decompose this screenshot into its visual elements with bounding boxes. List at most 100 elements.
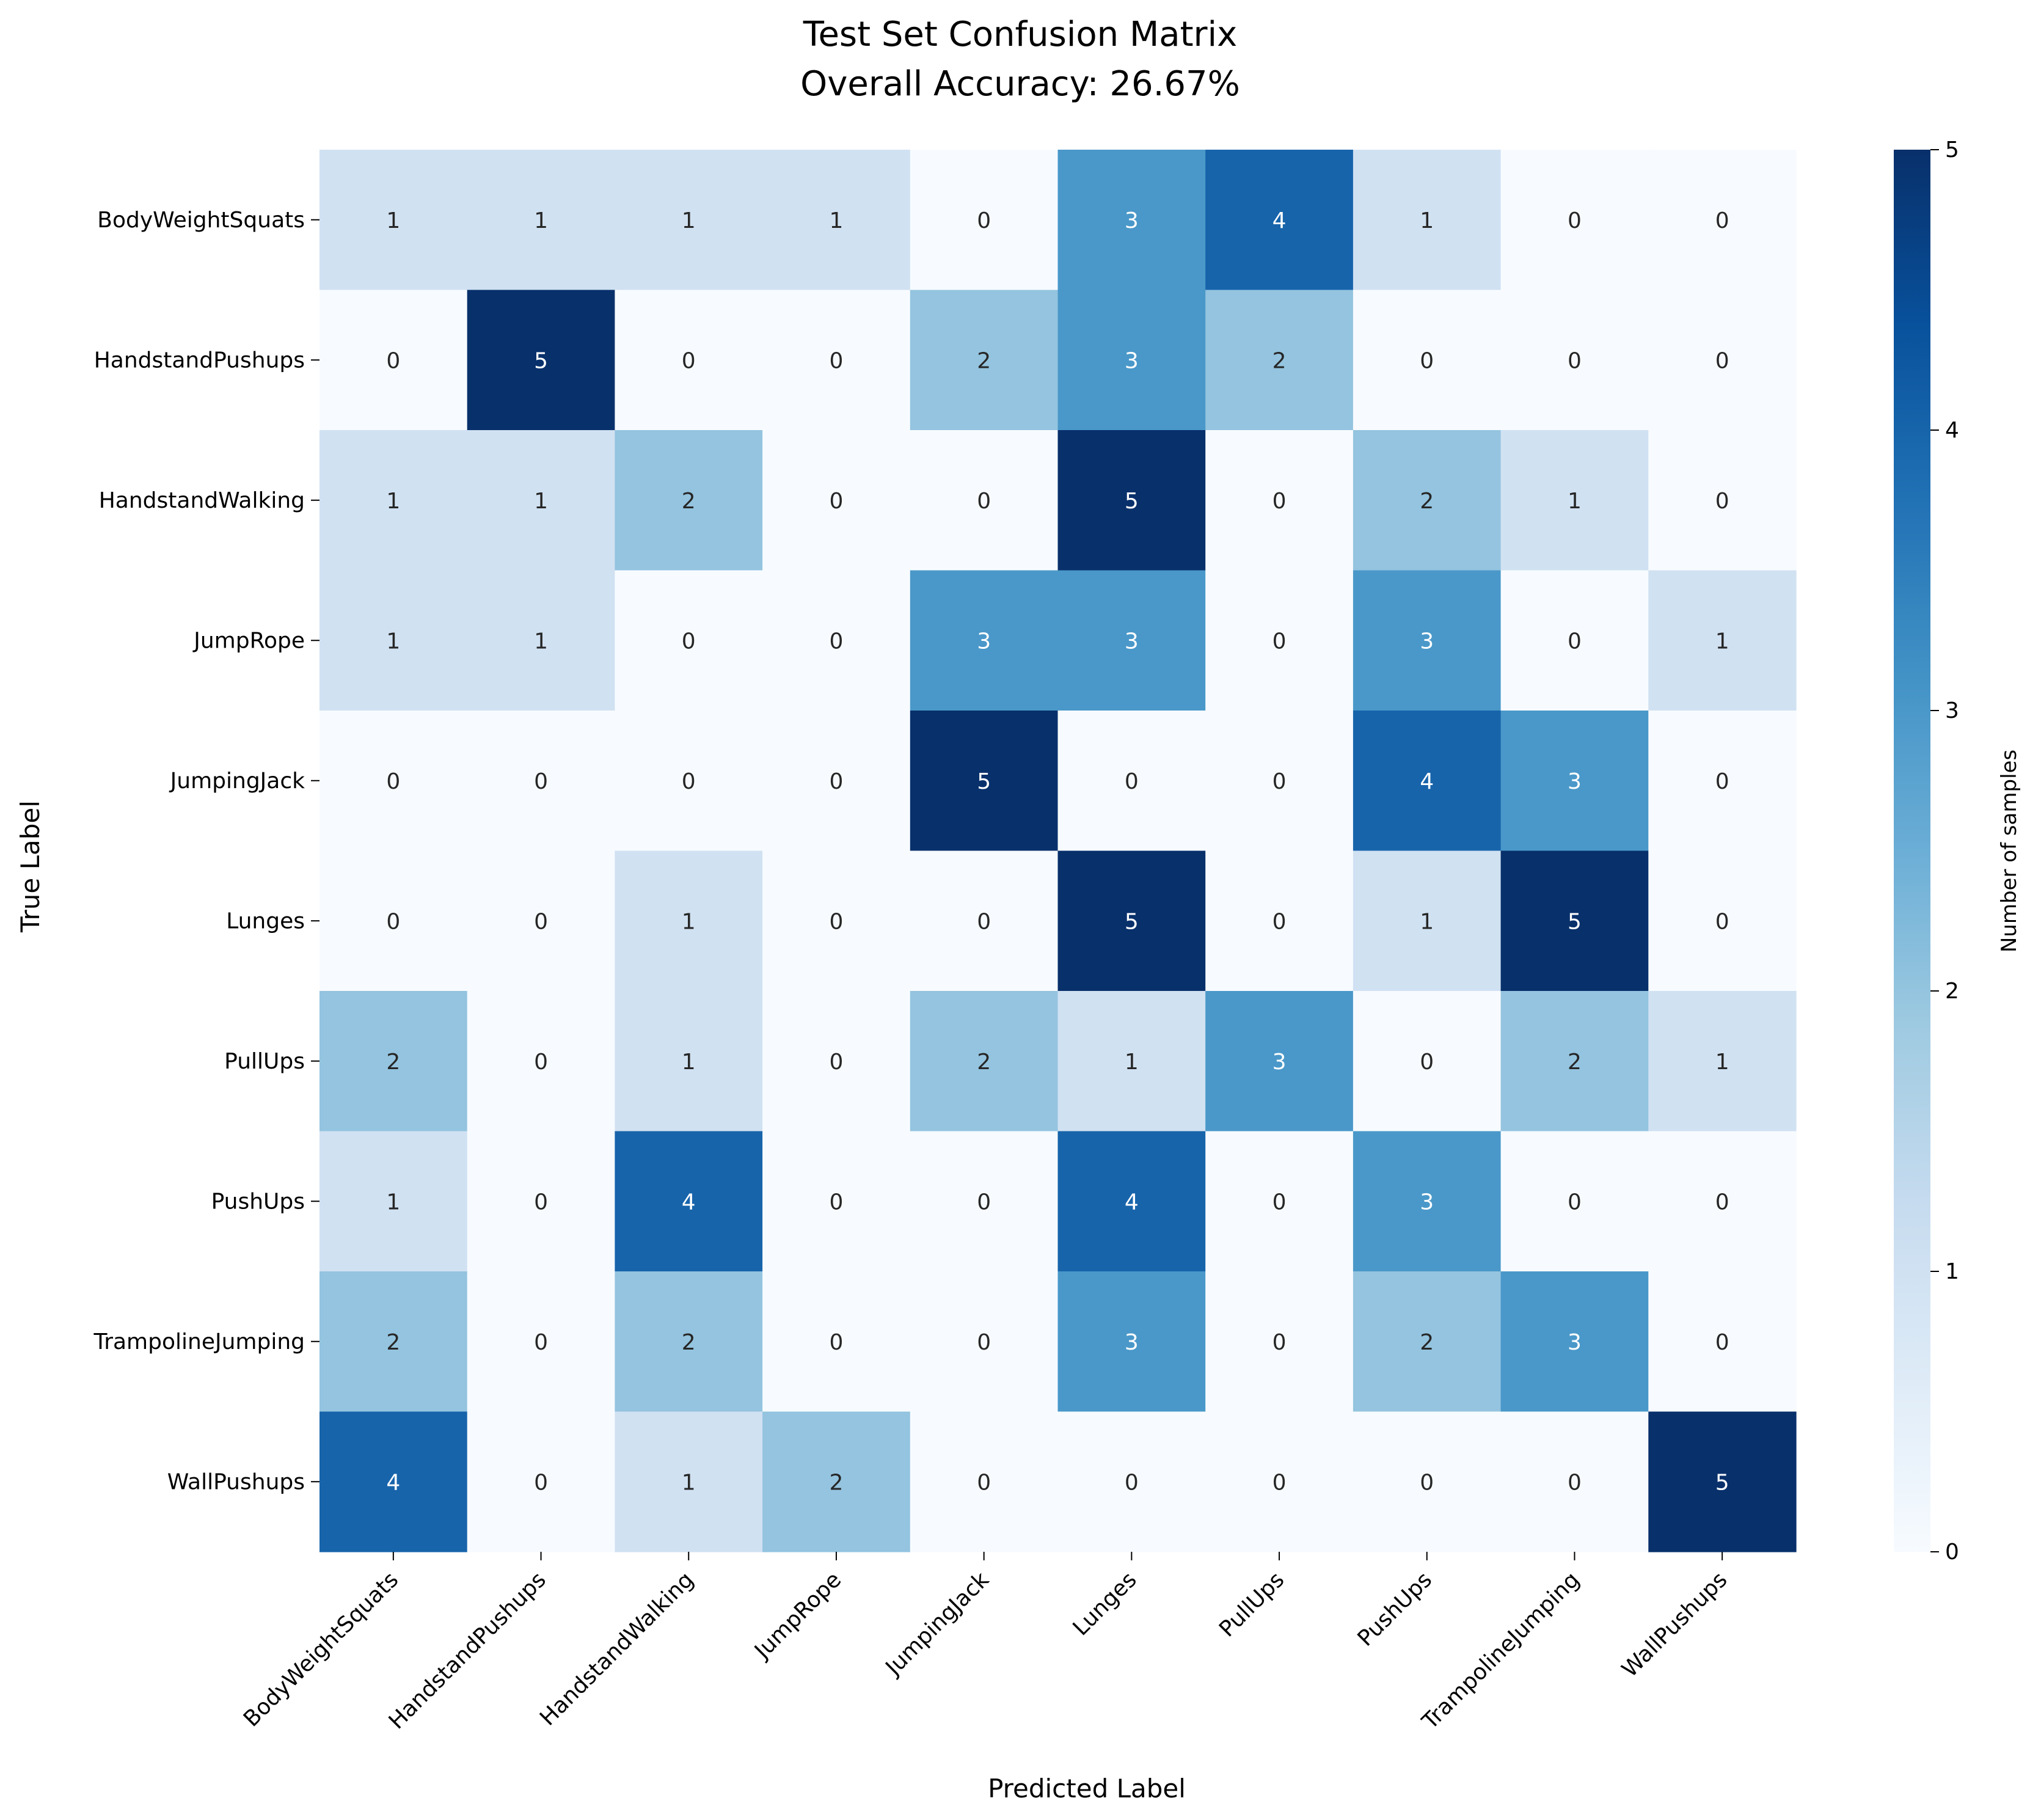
y-tick-label: PushUps [211, 1189, 305, 1214]
heatmap-cell [467, 570, 615, 711]
heatmap-cell [910, 711, 1059, 852]
heatmap-cell [319, 290, 468, 431]
colorbar: 0 1 2 3 4 5 Number of samples [1894, 137, 2021, 1565]
cell-value: 4 [682, 1190, 696, 1215]
heatmap-cell [910, 570, 1059, 711]
cell-value: 3 [1568, 1330, 1582, 1355]
cell-value: 0 [1568, 629, 1582, 654]
cell-value: 0 [1420, 1470, 1434, 1495]
heatmap-cell [615, 290, 763, 431]
cell-value: 1 [386, 208, 400, 233]
cell-value: 1 [534, 489, 548, 514]
y-tick-label: HandstandPushups [94, 348, 305, 373]
heatmap-cell [762, 1131, 911, 1272]
colorbar-tick-label: 2 [1945, 979, 1959, 1004]
heatmap-cell [615, 1411, 763, 1552]
heatmap-cell [910, 1131, 1059, 1272]
cell-value: 0 [1272, 769, 1287, 794]
heatmap-cell [615, 430, 763, 571]
cell-value: 0 [977, 909, 991, 934]
cell-value: 0 [1715, 1190, 1729, 1215]
cell-value: 0 [1715, 489, 1729, 514]
cell-value: 0 [977, 1330, 991, 1355]
heatmap-cell [1353, 1411, 1502, 1552]
cell-value: 0 [977, 208, 991, 233]
cell-value: 1 [1420, 208, 1434, 233]
heatmap-cell [319, 570, 468, 711]
heatmap-cell [910, 290, 1059, 431]
cell-value: 0 [386, 769, 400, 794]
x-tick-label: BodyWeightSquats [239, 1567, 403, 1731]
cell-value: 0 [977, 489, 991, 514]
cell-value: 1 [829, 208, 843, 233]
chart-title: Test Set Confusion Matrix [803, 15, 1238, 54]
y-tick-label: JumpRope [192, 628, 305, 653]
cell-value: 0 [534, 1470, 548, 1495]
cell-value: 0 [977, 1470, 991, 1495]
heatmap-cell [1353, 711, 1502, 852]
cell-annotations: 1 1 1 1 0 3 4 1 0 0 0 5 0 0 2 3 2 0 0 0 1 1 2 0 0 5 0 2 1 0 1 1 0 0 3 3 0 3 0 1… [386, 208, 1729, 1496]
cell-value: 1 [682, 909, 696, 934]
heatmap-cell [1205, 991, 1354, 1132]
cell-value: 0 [1272, 1470, 1287, 1495]
y-tick-label: Lunges [226, 908, 305, 934]
heatmap-cell [467, 150, 615, 291]
cell-value: 0 [1715, 1330, 1729, 1355]
cell-value: 2 [977, 1050, 991, 1075]
heatmap-cell [1353, 430, 1502, 571]
heatmap-cell [1500, 1411, 1649, 1552]
cell-value: 0 [829, 629, 843, 654]
cell-value: 1 [1420, 909, 1434, 934]
colorbar-label: Number of samples [1997, 750, 2021, 952]
cell-value: 2 [977, 348, 991, 373]
cell-value: 0 [1568, 1470, 1582, 1495]
cell-value: 0 [1420, 348, 1434, 373]
x-tick-label: PullUps [1214, 1567, 1289, 1642]
cell-value: 1 [534, 208, 548, 233]
heatmap-cell [1500, 290, 1649, 431]
heatmap-cell [910, 1411, 1059, 1552]
heatmap-cell [910, 430, 1059, 571]
heatmap-cell [762, 850, 911, 992]
heatmap-cell [319, 1131, 468, 1272]
cell-value: 5 [977, 769, 991, 794]
heatmap-cell [615, 711, 763, 852]
heatmap-cell [1648, 290, 1797, 431]
heatmap-cell [1648, 1411, 1797, 1552]
heatmap-cell [762, 711, 911, 852]
heatmap-cell [1057, 991, 1206, 1132]
heatmap-cell [1057, 1411, 1206, 1552]
y-tick-label: PullUps [224, 1049, 305, 1074]
colorbar-tick-label: 4 [1945, 418, 1959, 443]
x-tick-label: HandstandPushups [384, 1567, 551, 1734]
y-tick-label: HandstandWalking [99, 488, 305, 513]
cell-value: 0 [1568, 1190, 1582, 1215]
cell-value: 0 [534, 909, 548, 934]
cell-value: 3 [1420, 629, 1434, 654]
cell-value: 0 [1715, 909, 1729, 934]
y-axis-label: True Label [15, 800, 45, 933]
cell-value: 0 [1568, 348, 1582, 373]
heatmap-cell [1205, 570, 1354, 711]
heatmap-cell [1353, 570, 1502, 711]
cell-value: 2 [1568, 1050, 1582, 1075]
heatmap-cell [467, 1271, 615, 1413]
chart-subtitle: Overall Accuracy: 26.67% [800, 64, 1240, 104]
x-tick-label: HandstandWalking [535, 1567, 698, 1730]
cell-value: 1 [682, 1050, 696, 1075]
heatmap-cell [910, 850, 1059, 992]
cell-value: 0 [386, 348, 400, 373]
cell-value: 3 [1272, 1050, 1287, 1075]
heatmap-cell [1500, 711, 1649, 852]
heatmap-cell [319, 430, 468, 571]
cell-value: 0 [1568, 208, 1582, 233]
heatmap-cell [467, 430, 615, 571]
y-axis-ticks: BodyWeightSquats HandstandPushups Handstan… [93, 208, 319, 1494]
heatmap-cell [1500, 1131, 1649, 1272]
cell-value: 5 [1568, 909, 1582, 934]
heatmap-cell [1057, 150, 1206, 291]
heatmap-cell [1648, 1271, 1797, 1413]
cell-value: 1 [1715, 629, 1729, 654]
heatmap-cell [319, 150, 468, 291]
